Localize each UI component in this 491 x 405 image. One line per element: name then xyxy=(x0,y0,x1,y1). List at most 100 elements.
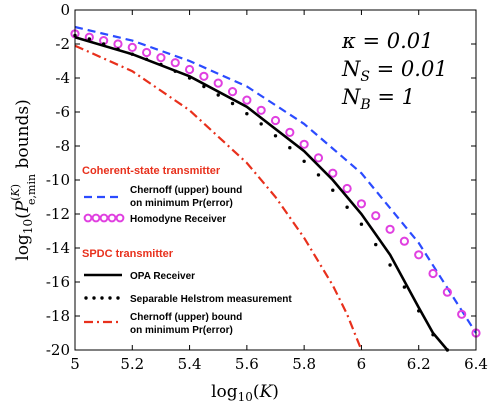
legend-label-opa: OPA Receiver xyxy=(130,271,195,282)
data-point xyxy=(417,309,421,313)
legend-group-coherent: Coherent-state transmitter xyxy=(82,165,221,177)
data-point xyxy=(273,134,278,138)
y-tick-label: 0 xyxy=(60,1,70,19)
data-point xyxy=(385,224,395,234)
legend-marker xyxy=(83,213,93,223)
data-point xyxy=(431,333,435,337)
data-point xyxy=(414,250,424,260)
data-point xyxy=(442,287,452,297)
data-point xyxy=(142,47,152,58)
data-point xyxy=(173,69,177,73)
data-point xyxy=(216,93,220,97)
legend-label-coherent-chernoff-line1: Chernoff (upper) bound xyxy=(130,185,242,196)
data-point xyxy=(288,146,292,150)
data-point xyxy=(402,285,407,289)
data-point xyxy=(299,139,309,149)
data-point xyxy=(156,53,166,63)
data-point xyxy=(356,199,367,209)
x-tick-label: 5.2 xyxy=(120,355,144,373)
x-tick-label: 5 xyxy=(70,355,80,373)
series-spdc-transmitter-chernoff-upper-bound-on-minimum-pr-error xyxy=(74,44,363,351)
data-point xyxy=(87,37,92,41)
data-point xyxy=(227,87,238,97)
annotation-ns: NS = 0.01 xyxy=(341,57,448,85)
annotation-kappa: κ = 0.01 xyxy=(341,29,433,53)
data-point xyxy=(256,105,266,115)
data-point xyxy=(371,211,381,221)
legend: Coherent-state transmitter Chernoff (upp… xyxy=(82,165,292,336)
data-point xyxy=(316,173,321,177)
data-point xyxy=(374,242,378,247)
x-tick-label: 6 xyxy=(357,355,367,373)
data-point xyxy=(187,76,192,80)
x-tick-label: 6.2 xyxy=(407,355,431,373)
series-spdc-transmitter-opa-receiver xyxy=(74,35,449,351)
data-point xyxy=(457,309,467,319)
data-point xyxy=(202,84,206,89)
data-point xyxy=(302,159,306,163)
data-point xyxy=(388,263,392,267)
legend-swatch xyxy=(83,213,125,223)
legend-marker xyxy=(115,213,125,223)
data-point xyxy=(359,222,364,226)
data-point xyxy=(242,95,252,105)
data-point xyxy=(199,71,209,81)
data-point xyxy=(331,188,335,192)
y-tick-label: -18 xyxy=(46,307,70,325)
legend-label-coherent-chernoff-line2: on minimum Pr(error) xyxy=(130,198,233,209)
data-point xyxy=(428,268,438,279)
y-tick-label: -20 xyxy=(46,341,70,359)
legend-label-spdc-chernoff-line1: Chernoff (upper) bound xyxy=(130,312,242,323)
x-axis-title: log10(K) xyxy=(211,382,279,404)
series-coherent-state-transmitter-chernoff-upper-bound-on-minimum-pr-error xyxy=(74,25,477,334)
data-point xyxy=(184,64,195,75)
legend-marker xyxy=(100,296,104,300)
data-point xyxy=(270,115,281,126)
x-tick-label: 5.8 xyxy=(292,355,316,373)
legend-marker xyxy=(92,296,96,300)
legend-marker xyxy=(116,296,120,300)
legend-group-spdc: SPDC transmitter xyxy=(82,248,174,260)
y-tick-label: -6 xyxy=(55,103,70,121)
legend-marker xyxy=(99,213,109,223)
legend-marker xyxy=(91,213,101,223)
data-point xyxy=(285,127,295,137)
legend-label-helstrom: Separable Helstrom measurement xyxy=(130,294,292,305)
legend-marker xyxy=(107,213,117,223)
data-point xyxy=(313,153,324,163)
series-spdc-transmitter-separable-helstrom-measurement xyxy=(73,33,450,352)
data-point xyxy=(116,47,120,51)
data-point xyxy=(213,78,223,88)
legend-marker xyxy=(84,296,88,300)
annotation-nb: NB = 1 xyxy=(341,85,415,113)
y-axis-title: log10(P(K) e,min bounds) xyxy=(9,99,38,260)
data-point xyxy=(113,39,123,49)
data-point xyxy=(259,122,263,126)
legend-label-spdc-chernoff-line2: on minimum Pr(error) xyxy=(130,325,233,336)
y-tick-label: -2 xyxy=(55,35,70,53)
y-tick-label: -10 xyxy=(46,171,70,189)
y-tick-label: -4 xyxy=(55,69,70,87)
data-point xyxy=(399,236,409,246)
data-point xyxy=(245,112,249,116)
plot-frame xyxy=(74,9,477,351)
legend-swatch xyxy=(84,296,120,300)
data-point xyxy=(345,205,349,209)
y-tick-label: -8 xyxy=(55,137,70,155)
data-point xyxy=(101,42,106,46)
data-point xyxy=(342,183,352,194)
data-point xyxy=(127,42,137,53)
y-tick-label: -16 xyxy=(46,273,70,291)
legend-marker xyxy=(108,296,112,300)
y-tick-label: -14 xyxy=(46,239,70,257)
x-tick-label: 5.4 xyxy=(178,355,202,373)
data-point xyxy=(159,62,163,67)
y-tick-label: -12 xyxy=(46,205,70,223)
data-point xyxy=(328,168,338,178)
x-tick-label: 6.4 xyxy=(464,355,488,373)
x-tick-label: 5.6 xyxy=(235,355,259,373)
legend-label-homodyne: Homodyne Receiver xyxy=(130,214,226,225)
data-point xyxy=(130,52,134,56)
data-point xyxy=(144,57,149,61)
